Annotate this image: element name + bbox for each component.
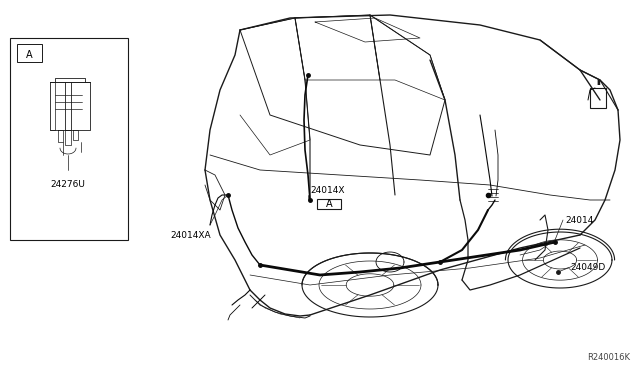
Bar	[17, 44, 42, 62]
Text: A: A	[326, 199, 332, 209]
Bar	[590, 88, 606, 108]
Text: 24014: 24014	[565, 215, 593, 224]
Text: A: A	[26, 50, 32, 60]
Bar	[10, 38, 128, 240]
Text: R240016K: R240016K	[587, 353, 630, 362]
Text: 24014X: 24014X	[310, 186, 344, 195]
Text: 24276U: 24276U	[51, 180, 85, 189]
Text: 24049D: 24049D	[570, 263, 605, 273]
Text: 24014XA: 24014XA	[170, 231, 211, 240]
Bar	[317, 199, 341, 209]
Text: ▮: ▮	[596, 79, 600, 85]
